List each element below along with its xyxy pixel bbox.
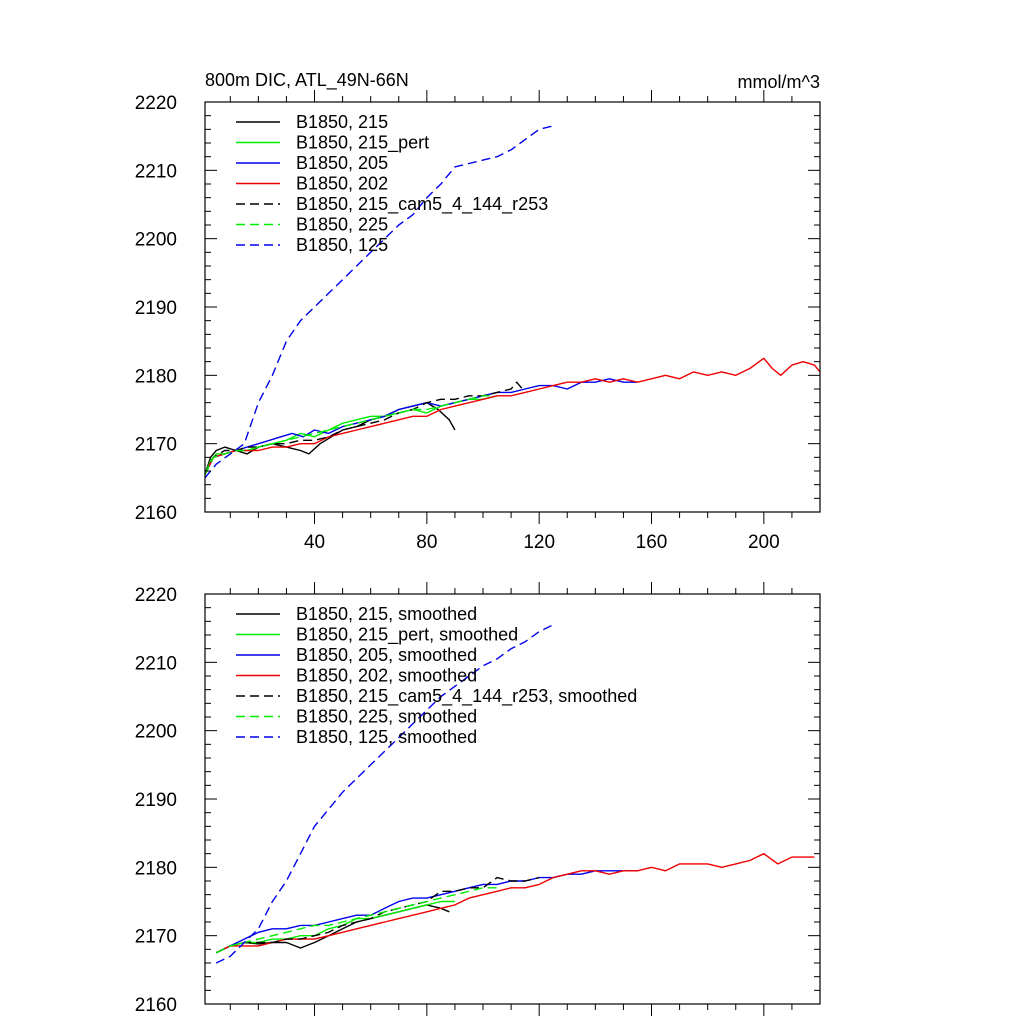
y-tick-label: 2170 xyxy=(135,927,177,948)
series-line-2 xyxy=(204,378,638,475)
legend-label-5: B1850, 225, smoothed xyxy=(296,707,477,727)
series-line-0 xyxy=(204,402,456,475)
legend-label-1: B1850, 215_pert xyxy=(296,133,429,154)
y-tick-label: 2210 xyxy=(135,161,177,182)
series-line-4 xyxy=(215,876,540,954)
series-line-6 xyxy=(204,125,554,479)
legend-label-0: B1850, 215, smoothed xyxy=(296,604,477,624)
x-tick-label: 80 xyxy=(416,532,437,553)
legend-label-2: B1850, 205, smoothed xyxy=(296,645,477,665)
x-tick-label: 200 xyxy=(748,532,780,553)
legend-label-4: B1850, 215_cam5_4_144_r253 xyxy=(296,194,548,215)
y-tick-label: 2180 xyxy=(135,366,177,387)
x-tick-label: 40 xyxy=(304,532,325,553)
x-tick-label: 160 xyxy=(636,532,668,553)
bottom-plot-frame xyxy=(204,593,821,1005)
bottom-panel: 2160 2170 2180 2190 2200 2210 2220 B1850, 215,… xyxy=(135,582,821,1016)
legend-label-1: B1850, 215_pert, smoothed xyxy=(296,625,518,646)
y-tick-label: 2220 xyxy=(135,93,177,114)
y-tick-label: 2190 xyxy=(135,790,177,811)
units-label: mmol/m^3 xyxy=(738,72,820,92)
series-line-6 xyxy=(215,624,554,964)
y-tick-label: 2220 xyxy=(135,585,177,606)
series-line-1 xyxy=(215,900,455,954)
y-tick-label: 2210 xyxy=(135,653,177,674)
legend-label-5: B1850, 225 xyxy=(296,215,388,235)
y-tick-label: 2200 xyxy=(135,722,177,743)
legend-label-6: B1850, 125 xyxy=(296,235,388,255)
top-panel: 800m DIC, ATL_49N-66N mmol/m^3 216021702… xyxy=(135,70,821,553)
top-series-group xyxy=(204,125,821,479)
bottom-ticks: 2160 2170 2180 2190 2200 2210 2220 xyxy=(135,582,820,1016)
legend-label-3: B1850, 202, smoothed xyxy=(296,666,477,686)
top-plot-frame xyxy=(204,101,821,513)
legend-label-2: B1850, 205 xyxy=(296,153,388,173)
series-line-3 xyxy=(215,853,815,954)
series-line-5 xyxy=(215,887,498,954)
y-tick-label: 2160 xyxy=(135,503,177,524)
y-tick-label: 2170 xyxy=(135,435,177,456)
y-tick-label: 2200 xyxy=(135,230,177,251)
x-tick-label: 120 xyxy=(523,532,555,553)
y-tick-label: 2180 xyxy=(135,858,177,879)
y-tick-label: 2160 xyxy=(135,995,177,1016)
series-line-5 xyxy=(204,395,495,475)
y-tick-label: 2190 xyxy=(135,298,177,319)
legend-label-0: B1850, 215 xyxy=(296,112,388,132)
legend-label-3: B1850, 202 xyxy=(296,174,388,194)
top-ticks: 2160 2170 2180 2190 2200 2210 2220 40 80 120 160 20… xyxy=(135,90,820,553)
legend-label-6: B1850, 125, smoothed xyxy=(296,727,477,747)
chart-title: 800m DIC, ATL_49N-66N xyxy=(205,70,409,91)
bottom-series-group xyxy=(215,624,815,964)
series-line-3 xyxy=(204,357,821,475)
series-line-1 xyxy=(204,395,498,475)
legend-label-4: B1850, 215_cam5_4_144_r253, smoothed xyxy=(296,686,637,707)
